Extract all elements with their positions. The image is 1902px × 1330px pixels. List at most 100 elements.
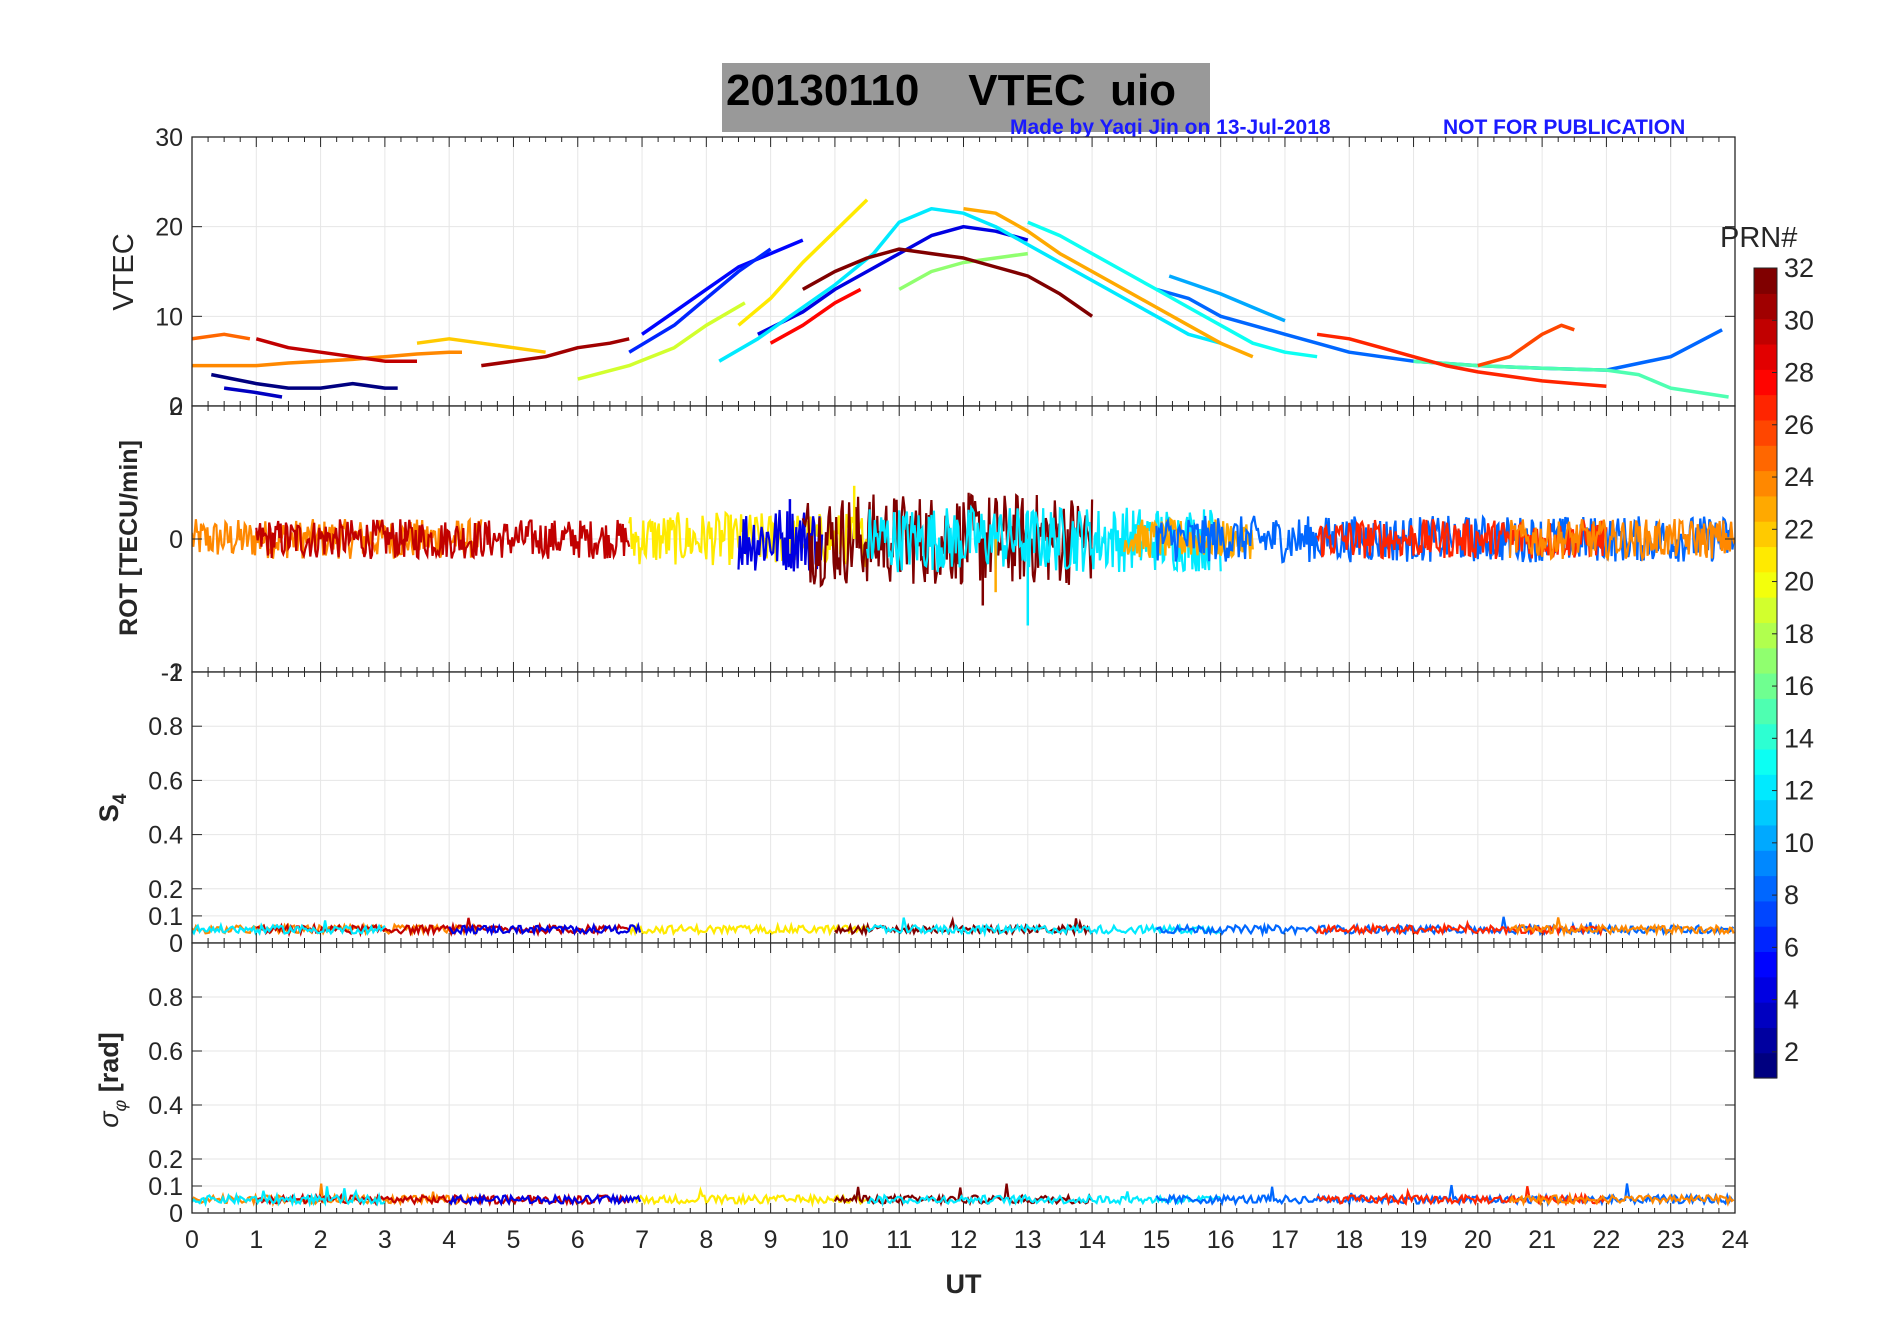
s4-series-prn-24	[1509, 917, 1735, 938]
x-tick-label: 12	[950, 1226, 978, 1254]
colorbar-tick-label: 10	[1784, 828, 1814, 858]
colorbar-tick-label: 18	[1784, 619, 1814, 649]
colorbar-swatch	[1754, 748, 1777, 775]
x-tick-label: 17	[1271, 1226, 1299, 1254]
title-date: 20130110	[726, 66, 920, 115]
colorbar-swatch	[1754, 597, 1777, 623]
colorbar-swatch	[1754, 673, 1777, 699]
y-tick-label: 0	[169, 526, 183, 554]
colorbar-swatch	[1754, 293, 1777, 320]
y-tick-label: 20	[155, 214, 183, 242]
s4-series-prn-21	[628, 921, 868, 937]
y-tick-label: 30	[155, 124, 183, 152]
chart-title: 20130110 VTEC uio	[726, 66, 1176, 116]
y-tick-label: 0.8	[148, 713, 183, 741]
vtec-series-prn-23	[963, 206, 1254, 359]
x-tick-label: 13	[1014, 1226, 1042, 1254]
credit-notice: NOT FOR PUBLICATION	[1443, 116, 1686, 139]
title-station: uio	[1110, 66, 1177, 115]
y-tick-label: 0.6	[148, 767, 183, 795]
data-layer	[192, 485, 1735, 626]
vtec-series-prn-3	[223, 386, 283, 399]
y-tick-label: 0	[169, 393, 183, 421]
x-tick-label: 15	[1142, 1226, 1170, 1254]
colorbar-swatch	[1754, 571, 1777, 598]
colorbar-swatch	[1754, 900, 1777, 927]
x-tick-label: 3	[378, 1226, 392, 1254]
vtec-series-prn-30	[255, 337, 417, 363]
x-tick-label: 19	[1400, 1226, 1428, 1254]
x-tick-label: 24	[1721, 1226, 1749, 1254]
colorbar-tick-label: 8	[1784, 880, 1799, 910]
colorbar-swatch	[1754, 521, 1777, 548]
vtec-series-prn-13	[1027, 220, 1318, 359]
y-tick-label: 0.2	[148, 876, 183, 904]
sigma_phi-series-prn-4	[448, 1192, 642, 1207]
colorbar-tick-label: 20	[1784, 567, 1814, 597]
colorbar-tick-label: 28	[1784, 358, 1814, 388]
colorbar-tick-label: 22	[1784, 514, 1814, 544]
y-tick-label: 10	[155, 303, 183, 331]
vtec-series-prn-6	[628, 247, 772, 354]
x-tick-label: 0	[185, 1226, 199, 1254]
rot-series-prn-23	[1123, 516, 1254, 560]
vtec-series-prn-12	[718, 206, 1222, 363]
y-tick-label: 0	[169, 1200, 183, 1228]
colorbar-swatch	[1754, 1052, 1777, 1079]
colorbar-swatch	[1754, 318, 1777, 345]
x-tick-label: 9	[764, 1226, 778, 1254]
x-tick-label: 16	[1207, 1226, 1235, 1254]
sigma_phi-series-prn-21	[628, 1186, 867, 1208]
colorbar-tick-label: 4	[1784, 985, 1799, 1015]
vtec-series-prn-25	[192, 332, 251, 341]
data-layer	[192, 198, 1729, 399]
x-tick-label: 10	[821, 1226, 849, 1254]
sigma_phi-series-prn-24	[1508, 1191, 1735, 1207]
y-tick-label: 0.6	[148, 1038, 183, 1066]
colorbar-swatch	[1754, 369, 1777, 396]
vtec-series-prn-10	[1168, 274, 1286, 323]
colorbar-tick-label: 16	[1784, 671, 1814, 701]
colorbar-swatch	[1754, 926, 1777, 953]
vtec-series-prn-22	[416, 337, 546, 354]
ylabel-sigma: σφ [rad]	[94, 1032, 130, 1128]
panel-rot: -202	[161, 393, 1736, 687]
colorbar-tick-label: 12	[1784, 776, 1814, 806]
x-tick-label: 21	[1528, 1226, 1556, 1254]
x-tick-label: 7	[635, 1226, 649, 1254]
x-tick-label: 4	[442, 1226, 456, 1254]
y-tick-label: 2	[169, 393, 183, 421]
rot-series-prn-4	[737, 509, 824, 572]
vtec-series-prn-24	[192, 350, 462, 368]
x-tick-label: 18	[1335, 1226, 1363, 1254]
x-tick-label: 22	[1593, 1226, 1621, 1254]
data-layer	[192, 1183, 1735, 1208]
colorbar-tick-label: 26	[1784, 410, 1814, 440]
y-tick-label: 0.1	[148, 1173, 183, 1201]
x-tick-label: 5	[507, 1226, 521, 1254]
sigma_phi-series-prn-27	[1316, 1185, 1606, 1207]
colorbar-swatch	[1754, 445, 1777, 472]
y-tick-label: 0	[169, 930, 183, 958]
colorbar-tick-label: 14	[1784, 723, 1814, 753]
vtec-series-prn-19	[577, 301, 746, 381]
vtec-series-prn-26	[1477, 323, 1575, 368]
vtec-series-prn-21	[737, 198, 869, 327]
colorbar-swatch	[1754, 268, 1777, 294]
colorbar-swatch	[1754, 622, 1777, 649]
y-tick-label: 0.2	[148, 1146, 183, 1174]
colorbar-swatch	[1754, 546, 1777, 573]
rot-series-prn-24	[1508, 518, 1735, 563]
sigma_phi-series-prn-24	[192, 1183, 483, 1208]
x-tick-label: 23	[1657, 1226, 1685, 1254]
colorbar-tick-label: 2	[1784, 1037, 1799, 1067]
s4-series-prn-4	[448, 921, 642, 937]
xlabel-ut: UT	[946, 1269, 982, 1299]
y-tick-label: 0.1	[148, 903, 183, 931]
colorbar-frame	[1753, 267, 1778, 1079]
y-tick-label: 0.4	[148, 1092, 183, 1120]
vtec-series-prn-4	[757, 224, 1029, 336]
colorbar-swatch	[1754, 1027, 1777, 1054]
x-tick-label: 20	[1464, 1226, 1492, 1254]
